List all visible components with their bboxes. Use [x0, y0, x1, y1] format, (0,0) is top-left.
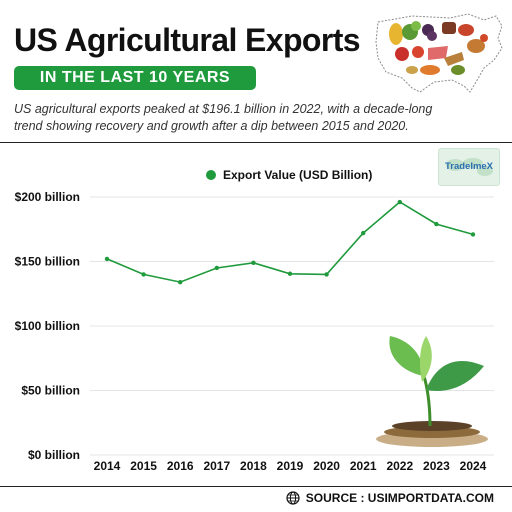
y-axis-ticks: $0 billion $50 billion $100 billion $150 bi…	[15, 190, 80, 462]
globe-icon	[286, 491, 300, 505]
source-text: SOURCE : USIMPORTDATA.COM	[305, 491, 494, 505]
series-line	[106, 201, 474, 283]
data-point	[104, 256, 110, 262]
x-axis-ticks: 2014 2015 2016 2017 2018 2019 2020 2021 2022 2023…	[94, 459, 487, 473]
y-tick-label: $100 billion	[15, 319, 80, 333]
y-tick-label: $50 billion	[21, 384, 80, 398]
chart-legend: Export Value (USD Billion)	[206, 168, 372, 182]
source-credit: SOURCE : USIMPORTDATA.COM	[286, 491, 494, 505]
chart-points	[104, 199, 476, 285]
x-tick-label: 2015	[130, 459, 157, 473]
x-tick-label: 2016	[167, 459, 194, 473]
footer-divider	[0, 486, 512, 487]
line-chart: $0 billion $50 billion $100 billion $150 bi…	[15, 168, 494, 473]
x-tick-label: 2019	[277, 459, 304, 473]
page-title: US Agricultural Exports	[14, 22, 361, 58]
world-map-icon	[446, 158, 493, 176]
y-tick-label: $0 billion	[28, 448, 80, 462]
legend-marker	[206, 170, 216, 180]
y-tick-label: $150 billion	[15, 255, 80, 269]
data-point	[287, 271, 293, 276]
data-point	[361, 230, 366, 236]
data-point	[470, 232, 476, 237]
x-tick-label: 2021	[350, 459, 377, 473]
data-point	[214, 265, 219, 271]
header-divider	[0, 142, 512, 143]
x-tick-label: 2018	[240, 459, 267, 473]
legend-label: Export Value (USD Billion)	[223, 168, 372, 182]
tradeimex-logo: TradeImeX	[438, 148, 500, 186]
period-banner: IN THE LAST 10 YEARS	[14, 66, 256, 90]
x-tick-label: 2024	[460, 459, 487, 473]
x-tick-label: 2014	[94, 459, 121, 473]
chart-gridlines	[90, 196, 494, 456]
tradeimex-logo-text: TradeImeX	[444, 161, 494, 172]
x-tick-label: 2022	[386, 459, 413, 473]
x-tick-label: 2023	[423, 459, 450, 473]
page-subtitle: US agricultural exports peaked at $196.1…	[14, 102, 433, 133]
x-tick-label: 2020	[313, 459, 340, 473]
data-point	[178, 279, 183, 285]
x-tick-label: 2017	[203, 459, 230, 473]
us-map-produce-illustration	[375, 13, 503, 93]
y-tick-label: $200 billion	[15, 190, 80, 204]
chart-series	[106, 201, 474, 283]
plant-illustration	[376, 336, 488, 447]
data-point	[141, 272, 146, 277]
data-point	[324, 272, 329, 277]
data-point	[434, 221, 439, 227]
data-point	[397, 199, 402, 205]
data-point	[251, 260, 256, 265]
